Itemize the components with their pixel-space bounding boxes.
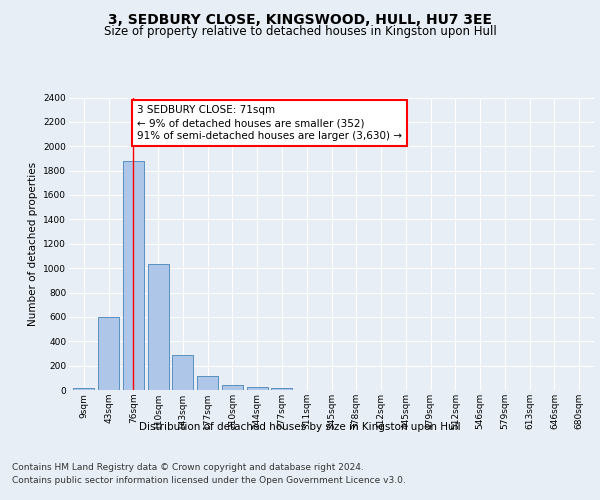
Text: Contains HM Land Registry data © Crown copyright and database right 2024.: Contains HM Land Registry data © Crown c… bbox=[12, 462, 364, 471]
Text: Contains public sector information licensed under the Open Government Licence v3: Contains public sector information licen… bbox=[12, 476, 406, 485]
Bar bbox=[98, 317, 119, 390]
Y-axis label: Number of detached properties: Number of detached properties bbox=[28, 162, 38, 326]
Text: 3 SEDBURY CLOSE: 71sqm
← 9% of detached houses are smaller (352)
91% of semi-det: 3 SEDBURY CLOSE: 71sqm ← 9% of detached … bbox=[137, 105, 402, 141]
Bar bbox=[222, 384, 243, 390]
Bar bbox=[271, 388, 292, 390]
Bar bbox=[247, 387, 268, 390]
Text: Distribution of detached houses by size in Kingston upon Hull: Distribution of detached houses by size … bbox=[139, 422, 461, 432]
Bar bbox=[123, 161, 144, 390]
Bar bbox=[148, 264, 169, 390]
Text: Size of property relative to detached houses in Kingston upon Hull: Size of property relative to detached ho… bbox=[104, 25, 496, 38]
Text: 3, SEDBURY CLOSE, KINGSWOOD, HULL, HU7 3EE: 3, SEDBURY CLOSE, KINGSWOOD, HULL, HU7 3… bbox=[108, 12, 492, 26]
Bar bbox=[172, 354, 193, 390]
Bar bbox=[197, 376, 218, 390]
Bar bbox=[73, 388, 94, 390]
